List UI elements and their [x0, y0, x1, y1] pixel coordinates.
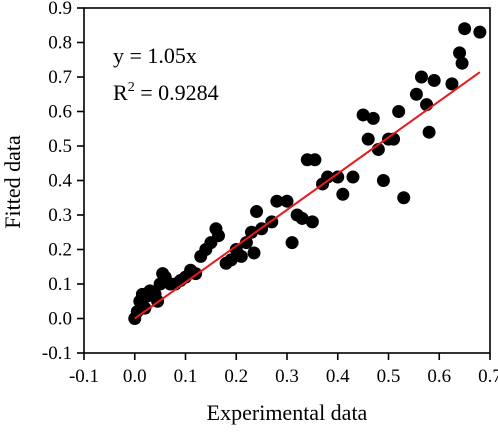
data-point [305, 215, 319, 229]
data-point [234, 249, 248, 263]
data-point [295, 211, 309, 225]
y-tick-labels: -0.1 0.0 0.1 0.2 0.3 0.4 0.5 0.6 0.7 0.8 0.9 [42, 0, 73, 364]
y-tick-label: 0.2 [48, 240, 72, 261]
r-squared-label: R2 = 0.9284 [113, 80, 219, 105]
y-tick-label: 0.1 [48, 274, 72, 295]
data-point [346, 170, 360, 184]
y-tick-label: 0.5 [48, 136, 72, 157]
equation-label: y = 1.05x [113, 43, 197, 68]
x-axis-label: Experimental data [207, 400, 368, 425]
data-point [224, 253, 238, 267]
y-tick-label: 0.9 [48, 0, 72, 19]
data-point [250, 205, 264, 219]
data-point [422, 125, 436, 139]
data-point [376, 174, 390, 187]
data-point [455, 56, 469, 70]
x-tick-label: 0.3 [275, 366, 299, 387]
data-point [211, 229, 225, 243]
data-points [128, 22, 487, 325]
x-tick-label: 0.5 [377, 366, 401, 387]
data-point [321, 170, 335, 184]
x-tick-label: 0.1 [174, 366, 198, 387]
data-point [445, 77, 459, 91]
y-tick-label: 0.4 [48, 171, 72, 192]
data-point [285, 236, 299, 250]
x-tick-label: -0.1 [69, 366, 99, 387]
data-point [392, 105, 406, 118]
y-tick-label: 0.3 [48, 205, 72, 226]
data-point [270, 194, 284, 208]
y-axis-label: Fitted data [0, 135, 25, 229]
x-tick-label: 0.7 [478, 366, 498, 387]
data-point [138, 301, 152, 315]
data-point [331, 170, 345, 184]
data-point [366, 111, 380, 125]
data-point [397, 191, 411, 205]
x-tick-labels: -0.1 0.0 0.1 0.2 0.3 0.4 0.5 0.6 0.7 [69, 366, 498, 387]
data-point [414, 70, 428, 84]
data-point [453, 46, 467, 60]
x-tick-label: 0.6 [427, 366, 451, 387]
x-tick-label: 0.0 [123, 366, 147, 387]
tick-marks [77, 7, 491, 360]
data-point [308, 153, 322, 167]
y-tick-label: 0.7 [48, 67, 72, 88]
data-point [356, 108, 370, 122]
data-point [473, 25, 487, 39]
data-point [458, 22, 472, 36]
data-point [336, 187, 350, 201]
y-tick-label: 0.8 [48, 33, 72, 54]
data-point [409, 87, 423, 101]
data-point [247, 246, 261, 260]
data-point [280, 194, 294, 208]
y-tick-label: -0.1 [42, 343, 72, 364]
data-point [239, 236, 253, 250]
y-tick-label: 0.0 [48, 309, 72, 330]
data-point [427, 73, 441, 87]
x-tick-label: 0.2 [224, 366, 248, 387]
y-tick-label: 0.6 [48, 102, 72, 123]
data-point [244, 225, 258, 239]
data-point [361, 132, 375, 146]
x-tick-label: 0.4 [326, 366, 350, 387]
fit-line [134, 71, 481, 320]
